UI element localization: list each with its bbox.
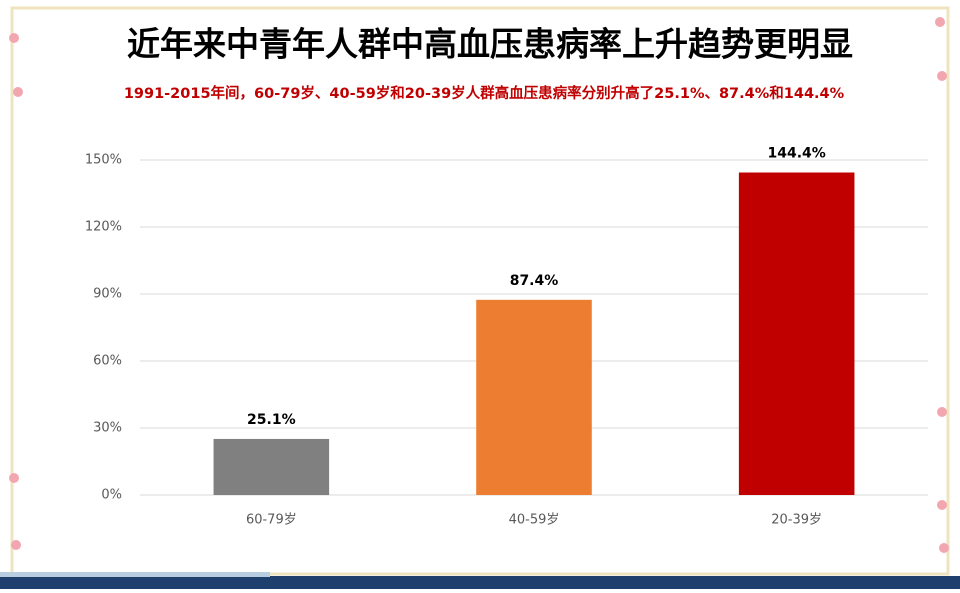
flower bbox=[937, 407, 947, 417]
data-label: 144.4% bbox=[768, 146, 826, 162]
x-tick-label: 20-39岁 bbox=[771, 513, 822, 528]
bar bbox=[213, 438, 330, 495]
data-label: 25.1% bbox=[247, 412, 296, 428]
flower bbox=[937, 500, 947, 510]
chart-title: 近年来中青年人群中高血压患病率上升趋势更明显 bbox=[127, 25, 853, 64]
flower bbox=[939, 543, 949, 553]
decorations bbox=[9, 17, 949, 553]
flower bbox=[9, 473, 19, 483]
data-label: 87.4% bbox=[510, 273, 559, 289]
x-tick-label: 40-59岁 bbox=[509, 513, 560, 528]
y-tick-label: 30% bbox=[93, 421, 122, 436]
flower bbox=[937, 71, 947, 81]
x-tick-label: 60-79岁 bbox=[246, 513, 297, 528]
bar bbox=[476, 299, 592, 495]
flower bbox=[13, 87, 23, 97]
flower bbox=[11, 540, 21, 550]
chart-subtitle: 1991-2015年间，60-79岁、40-59岁和20-39岁人群高血压患病率… bbox=[124, 84, 845, 102]
bottom-accent bbox=[0, 572, 270, 577]
y-tick-label: 120% bbox=[85, 220, 122, 235]
y-tick-label: 0% bbox=[101, 488, 122, 503]
y-tick-label: 60% bbox=[93, 354, 122, 369]
y-tick-label: 150% bbox=[85, 153, 122, 168]
flower bbox=[9, 33, 19, 43]
y-tick-label: 90% bbox=[93, 287, 122, 302]
flower bbox=[935, 17, 945, 27]
bar bbox=[738, 172, 855, 496]
bottom-band bbox=[0, 576, 960, 589]
